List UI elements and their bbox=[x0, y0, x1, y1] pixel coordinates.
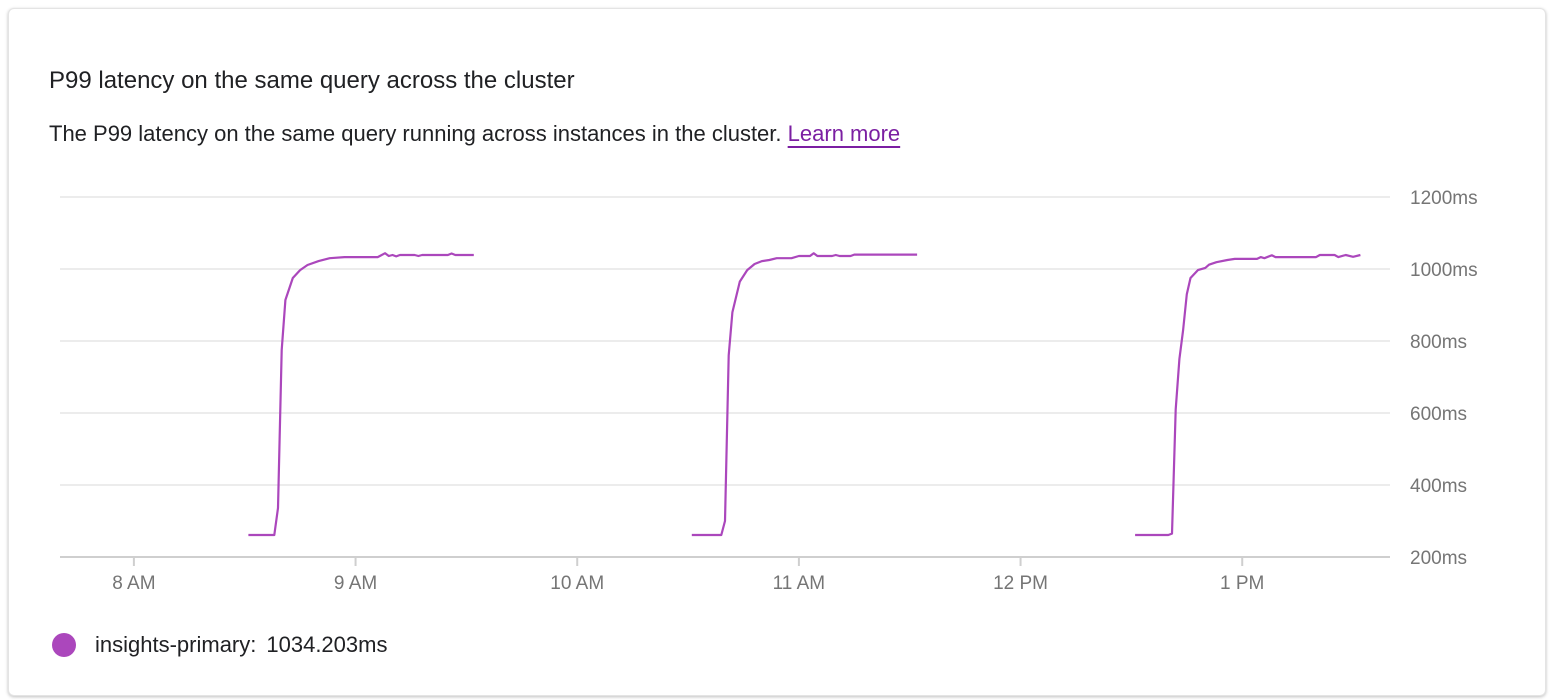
description-text: The P99 latency on the same query runnin… bbox=[49, 121, 782, 146]
x-tick-label: 10 AM bbox=[550, 573, 604, 594]
y-tick-label: 600ms bbox=[1410, 404, 1467, 425]
card-description: The P99 latency on the same query runnin… bbox=[49, 121, 900, 147]
y-tick-label: 400ms bbox=[1410, 476, 1467, 497]
series-line-insights-primary bbox=[1135, 253, 1361, 537]
y-tick-label: 1000ms bbox=[1410, 260, 1478, 281]
x-tick-label: 1 PM bbox=[1220, 573, 1264, 594]
legend: insights-primary: 1034.203ms bbox=[52, 632, 387, 658]
latency-card: P99 latency on the same query across the… bbox=[8, 8, 1546, 696]
legend-series-label: insights-primary: bbox=[95, 632, 257, 657]
legend-series-dot bbox=[52, 633, 76, 657]
x-tick-label: 12 PM bbox=[993, 573, 1048, 594]
y-tick-label: 200ms bbox=[1410, 548, 1467, 569]
x-tick-label: 11 AM bbox=[773, 573, 825, 594]
x-tick-label: 9 AM bbox=[334, 573, 377, 594]
learn-more-link[interactable]: Learn more bbox=[787, 121, 901, 146]
y-tick-label: 800ms bbox=[1410, 332, 1467, 353]
legend-current-value: 1034.203ms bbox=[266, 632, 388, 657]
series-line-insights-primary bbox=[691, 252, 918, 537]
y-tick-label: 1200ms bbox=[1410, 188, 1478, 209]
x-tick-label: 8 AM bbox=[112, 573, 155, 594]
series-line-insights-primary bbox=[248, 252, 474, 537]
card-title: P99 latency on the same query across the… bbox=[49, 67, 575, 94]
